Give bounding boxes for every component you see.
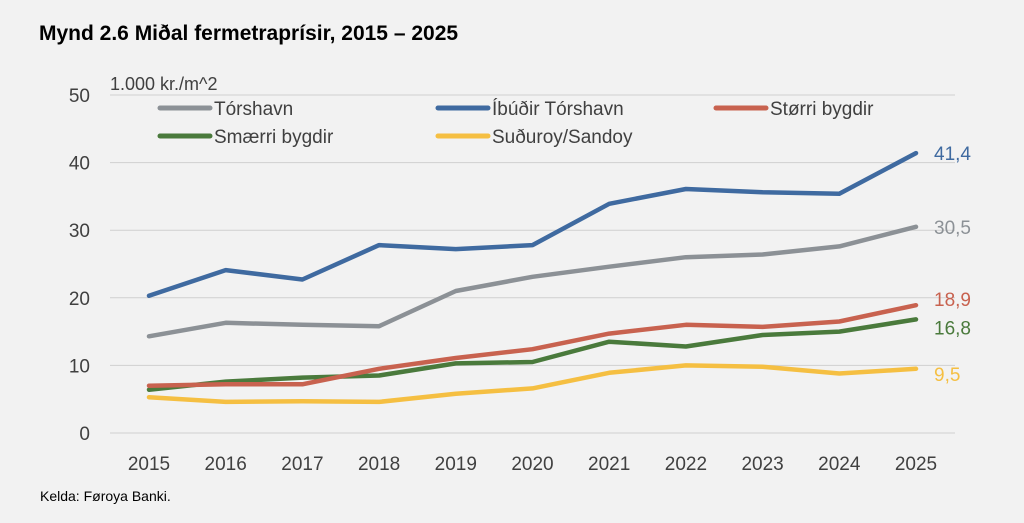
y-tick-label: 30	[69, 221, 90, 242]
legend-label: Suðuroy/Sandoy	[492, 127, 633, 148]
y-tick-label: 0	[79, 424, 90, 445]
end-label: 9,5	[934, 365, 960, 386]
y-axis-ticks: 0 10 20 30 40 50	[69, 86, 90, 445]
y-axis-unit-label: 1.000 kr./m^2	[110, 74, 218, 94]
x-tick-label: 2022	[665, 454, 707, 475]
x-tick-label: 2021	[588, 454, 630, 475]
end-label: 41,4	[934, 144, 971, 165]
x-tick-label: 2019	[435, 454, 477, 475]
legend-item: Smærri bygdir	[157, 127, 334, 148]
series-line-t-rshavn	[146, 224, 919, 339]
legend-label: Tórshavn	[214, 99, 293, 120]
legend-item: Íbúðir Tórshavn	[435, 99, 624, 120]
legend: Tórshavn Íbúðir Tórshavn Størri bygdir Smær…	[157, 99, 874, 148]
x-tick-label: 2016	[205, 454, 247, 475]
x-tick-label: 2023	[741, 454, 783, 475]
end-label: 18,9	[934, 290, 971, 311]
y-tick-label: 10	[69, 356, 90, 377]
legend-label: Smærri bygdir	[214, 127, 334, 148]
legend-label: Størri bygdir	[770, 99, 874, 120]
chart-title: Mynd 2.6 Miðal fermetraprísir, 2015 – 20…	[39, 22, 459, 45]
x-tick-label: 2025	[895, 454, 937, 475]
y-tick-label: 40	[69, 154, 90, 175]
legend-item: Tórshavn	[157, 99, 293, 120]
legend-label: Íbúðir Tórshavn	[492, 99, 624, 120]
x-tick-label: 2024	[818, 454, 861, 475]
series-line-st-rri-bygdir	[146, 302, 919, 388]
x-tick-label: 2020	[511, 454, 553, 475]
y-tick-label: 20	[69, 289, 90, 310]
x-tick-label: 2017	[281, 454, 323, 475]
end-labels: 30,5 41,4 18,9 16,8 9,5	[934, 144, 971, 386]
x-axis-ticks: 2015 2016 2017 2018 2019 2020 2021 2022 2023 2024…	[128, 454, 937, 475]
end-label: 16,8	[934, 318, 971, 339]
x-tick-label: 2018	[358, 454, 400, 475]
gridlines	[110, 94, 955, 434]
series-line-sm-rri-bygdir	[146, 317, 919, 392]
legend-item: Suðuroy/Sandoy	[435, 127, 633, 148]
y-tick-label: 50	[69, 86, 90, 107]
legend-item: Størri bygdir	[713, 99, 874, 120]
end-label: 30,5	[934, 218, 971, 239]
series-line--b-ir-t-rshavn	[146, 150, 919, 299]
series-line-su-uroy-sandoy	[146, 363, 919, 405]
source-note: Kelda: Føroya Banki.	[40, 488, 171, 504]
x-tick-label: 2015	[128, 454, 170, 475]
series-lines	[146, 150, 919, 405]
